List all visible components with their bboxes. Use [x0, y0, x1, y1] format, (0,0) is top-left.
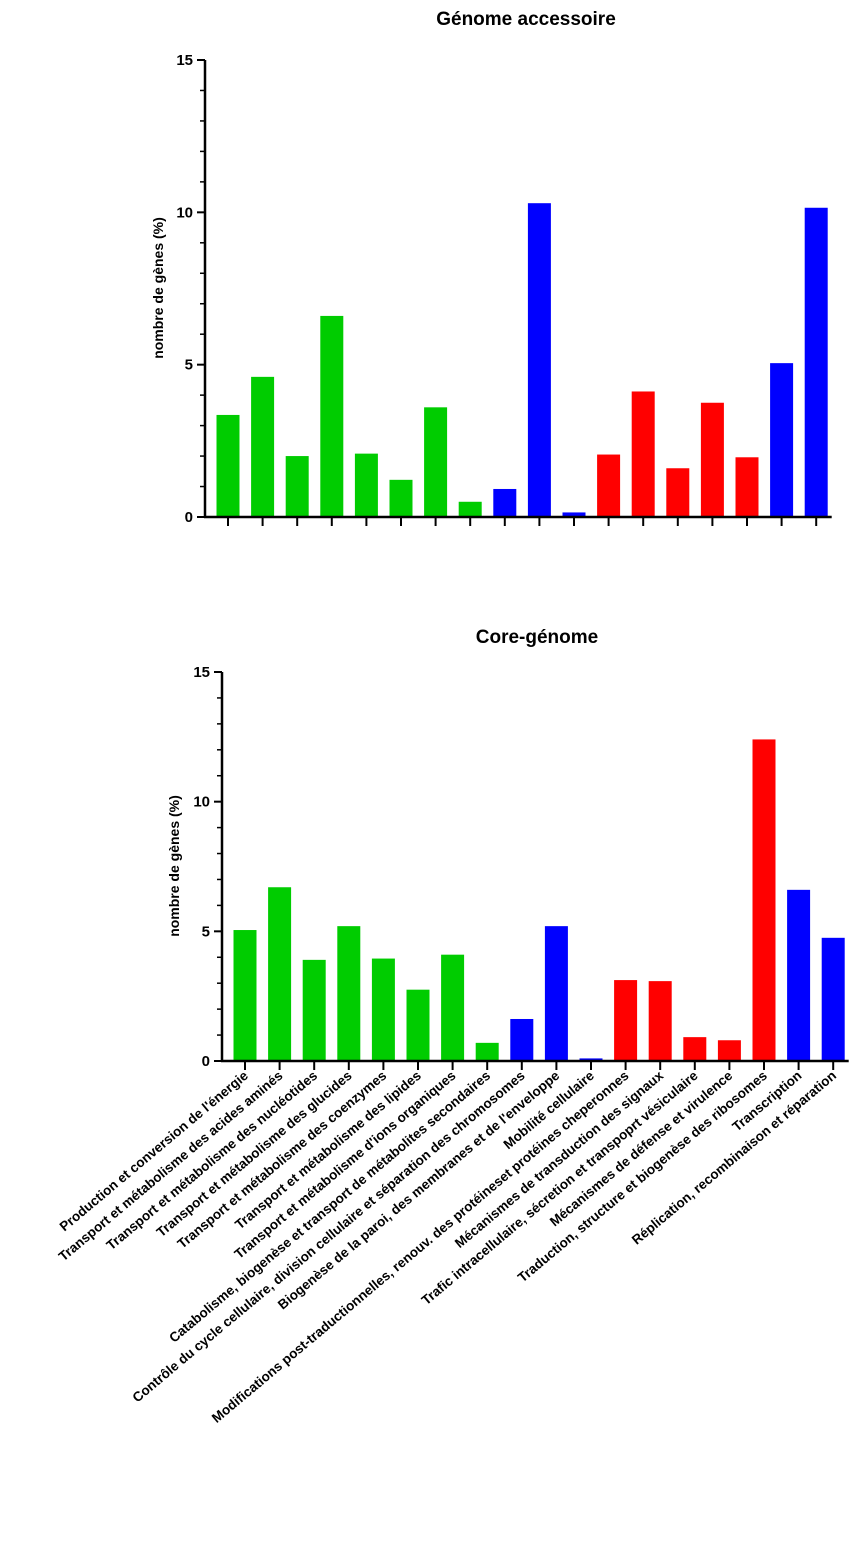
bar — [544, 926, 568, 1061]
bar — [648, 981, 672, 1061]
bar — [251, 376, 275, 517]
bar — [320, 315, 344, 517]
y-tick-label: 5 — [202, 923, 210, 940]
y-tick-label: 0 — [185, 509, 193, 526]
bar — [631, 391, 655, 517]
y-tick-label: 15 — [176, 52, 193, 69]
bar — [700, 402, 724, 517]
y-axis-label: nombre de gènes (%) — [150, 217, 166, 359]
bar — [683, 1037, 707, 1061]
bar — [717, 1040, 741, 1061]
bar — [337, 926, 361, 1061]
bar — [371, 958, 395, 1061]
bar — [268, 887, 292, 1061]
bar — [579, 1058, 603, 1061]
bar — [493, 488, 517, 517]
chart-title: Core-génome — [476, 627, 598, 648]
bar — [233, 930, 257, 1061]
bar — [354, 453, 378, 517]
y-tick-label: 10 — [176, 204, 193, 221]
bar — [614, 980, 638, 1061]
bar — [285, 456, 309, 517]
y-tick-label: 10 — [193, 794, 210, 811]
bar — [424, 407, 448, 517]
bar — [562, 512, 586, 517]
bar — [406, 989, 430, 1061]
bar — [787, 889, 811, 1061]
bar — [389, 479, 413, 517]
bar — [735, 457, 759, 517]
bar — [821, 937, 845, 1061]
bar — [770, 363, 794, 517]
chart-genome-accessoire: Génome accessoire nombre de gènes (%) 0 5… — [150, 9, 832, 526]
bar — [666, 468, 690, 517]
bar — [458, 501, 482, 517]
y-tick-label: 5 — [185, 357, 193, 374]
bar — [527, 203, 551, 517]
chart-core-genome: Core-génome nombre de gènes (%) 051015Pr… — [56, 627, 849, 1426]
bar — [216, 414, 240, 517]
y-tick-label: 0 — [202, 1053, 210, 1070]
chart-title: Génome accessoire — [436, 9, 616, 30]
bar — [804, 207, 828, 517]
bar — [441, 954, 465, 1061]
y-axis-label: nombre de gènes (%) — [166, 795, 182, 937]
bar — [510, 1018, 534, 1061]
bar — [302, 959, 326, 1061]
bar — [475, 1042, 499, 1061]
bar — [597, 454, 621, 517]
y-tick-label: 15 — [193, 664, 210, 681]
bar — [752, 739, 776, 1061]
